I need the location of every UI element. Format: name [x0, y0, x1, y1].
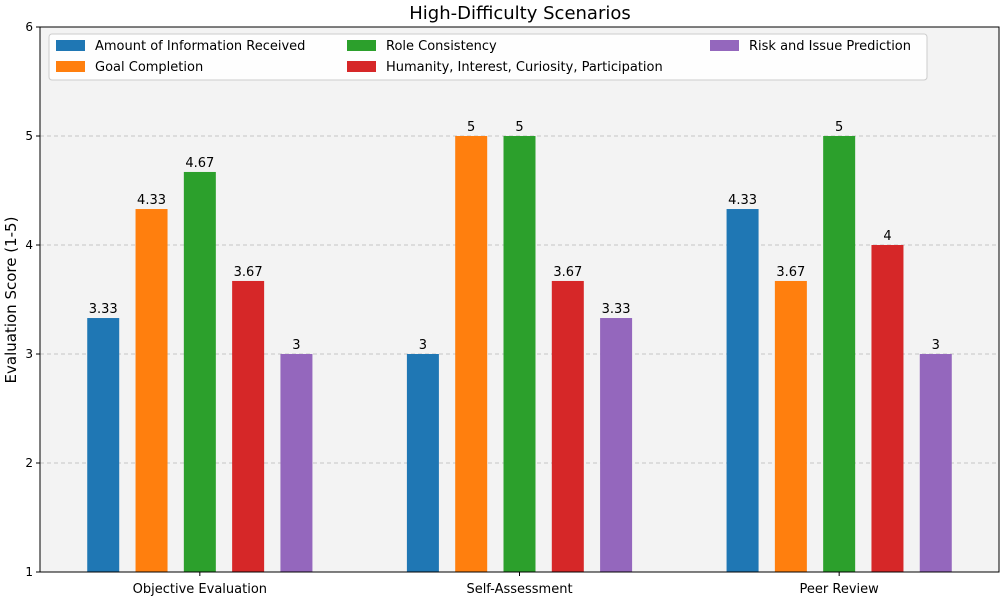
legend-swatch — [710, 40, 739, 51]
bar-value-label: 3 — [419, 338, 427, 353]
bar — [87, 318, 120, 572]
chart-title: High-Difficulty Scenarios — [409, 3, 631, 24]
x-tick-label: Peer Review — [800, 582, 880, 597]
bar — [503, 136, 536, 572]
bar — [823, 136, 856, 572]
legend-entry-label: Role Consistency — [386, 39, 497, 54]
legend: Amount of Information Received Goal Compl… — [48, 33, 928, 81]
x-tick-label: Self-Assessment — [466, 582, 572, 597]
bar-value-label: 3 — [932, 338, 940, 353]
legend-entry-label: Humanity, Interest, Curiosity, Participa… — [386, 60, 663, 75]
y-tick-label: 4 — [25, 238, 33, 252]
y-tick-label: 3 — [25, 347, 33, 361]
bar-value-label: 3.67 — [234, 265, 263, 280]
bar — [232, 280, 265, 572]
y-tick-label: 6 — [25, 20, 33, 34]
y-tick-label: 1 — [25, 565, 33, 579]
y-axis: 1 2 3 4 5 6 — [25, 20, 40, 579]
legend-box — [48, 33, 928, 81]
bar-value-label: 3.33 — [89, 302, 118, 317]
bar-value-label: 3.33 — [602, 302, 631, 317]
bar-value-label: 5 — [515, 120, 523, 135]
legend-swatch — [347, 61, 376, 72]
bar-value-label: 3.67 — [776, 265, 805, 280]
bar — [774, 280, 807, 572]
legend-entry-label: Risk and Issue Prediction — [749, 39, 911, 54]
bar — [280, 354, 313, 572]
bar-value-label: 4.33 — [137, 193, 166, 208]
bar-value-label: 4.33 — [728, 193, 757, 208]
data-labels: 3.33 4.33 4.67 3.67 3 3 5 5 3.67 3.33 4.33 3.67 5 4 3 — [89, 120, 940, 353]
bar-value-label: 5 — [467, 120, 475, 135]
legend-swatch — [347, 40, 376, 51]
legend-swatch — [56, 61, 85, 72]
bar — [600, 318, 633, 572]
bars — [87, 136, 952, 572]
bar-value-label: 5 — [835, 120, 843, 135]
bar-value-label: 4.67 — [185, 156, 214, 171]
x-axis: Objective Evaluation Self-Assessment Peer … — [133, 572, 880, 597]
y-tick-label: 2 — [25, 456, 33, 470]
bar — [135, 209, 168, 572]
legend-entry-label: Goal Completion — [95, 60, 203, 75]
bar — [726, 209, 759, 572]
legend-swatch — [56, 40, 85, 51]
bar-value-label: 4 — [883, 229, 891, 244]
bar — [406, 354, 439, 572]
y-axis-label: Evaluation Score (1-5) — [2, 217, 20, 384]
bar — [183, 171, 216, 572]
bar — [551, 280, 584, 572]
bar — [919, 354, 952, 572]
bar-value-label: 3 — [292, 338, 300, 353]
bar-value-label: 3.67 — [553, 265, 582, 280]
bar — [871, 245, 904, 572]
y-tick-label: 5 — [25, 129, 33, 143]
legend-entry-label: Amount of Information Received — [95, 39, 305, 54]
x-tick-label: Objective Evaluation — [133, 582, 267, 597]
bar — [455, 136, 488, 572]
